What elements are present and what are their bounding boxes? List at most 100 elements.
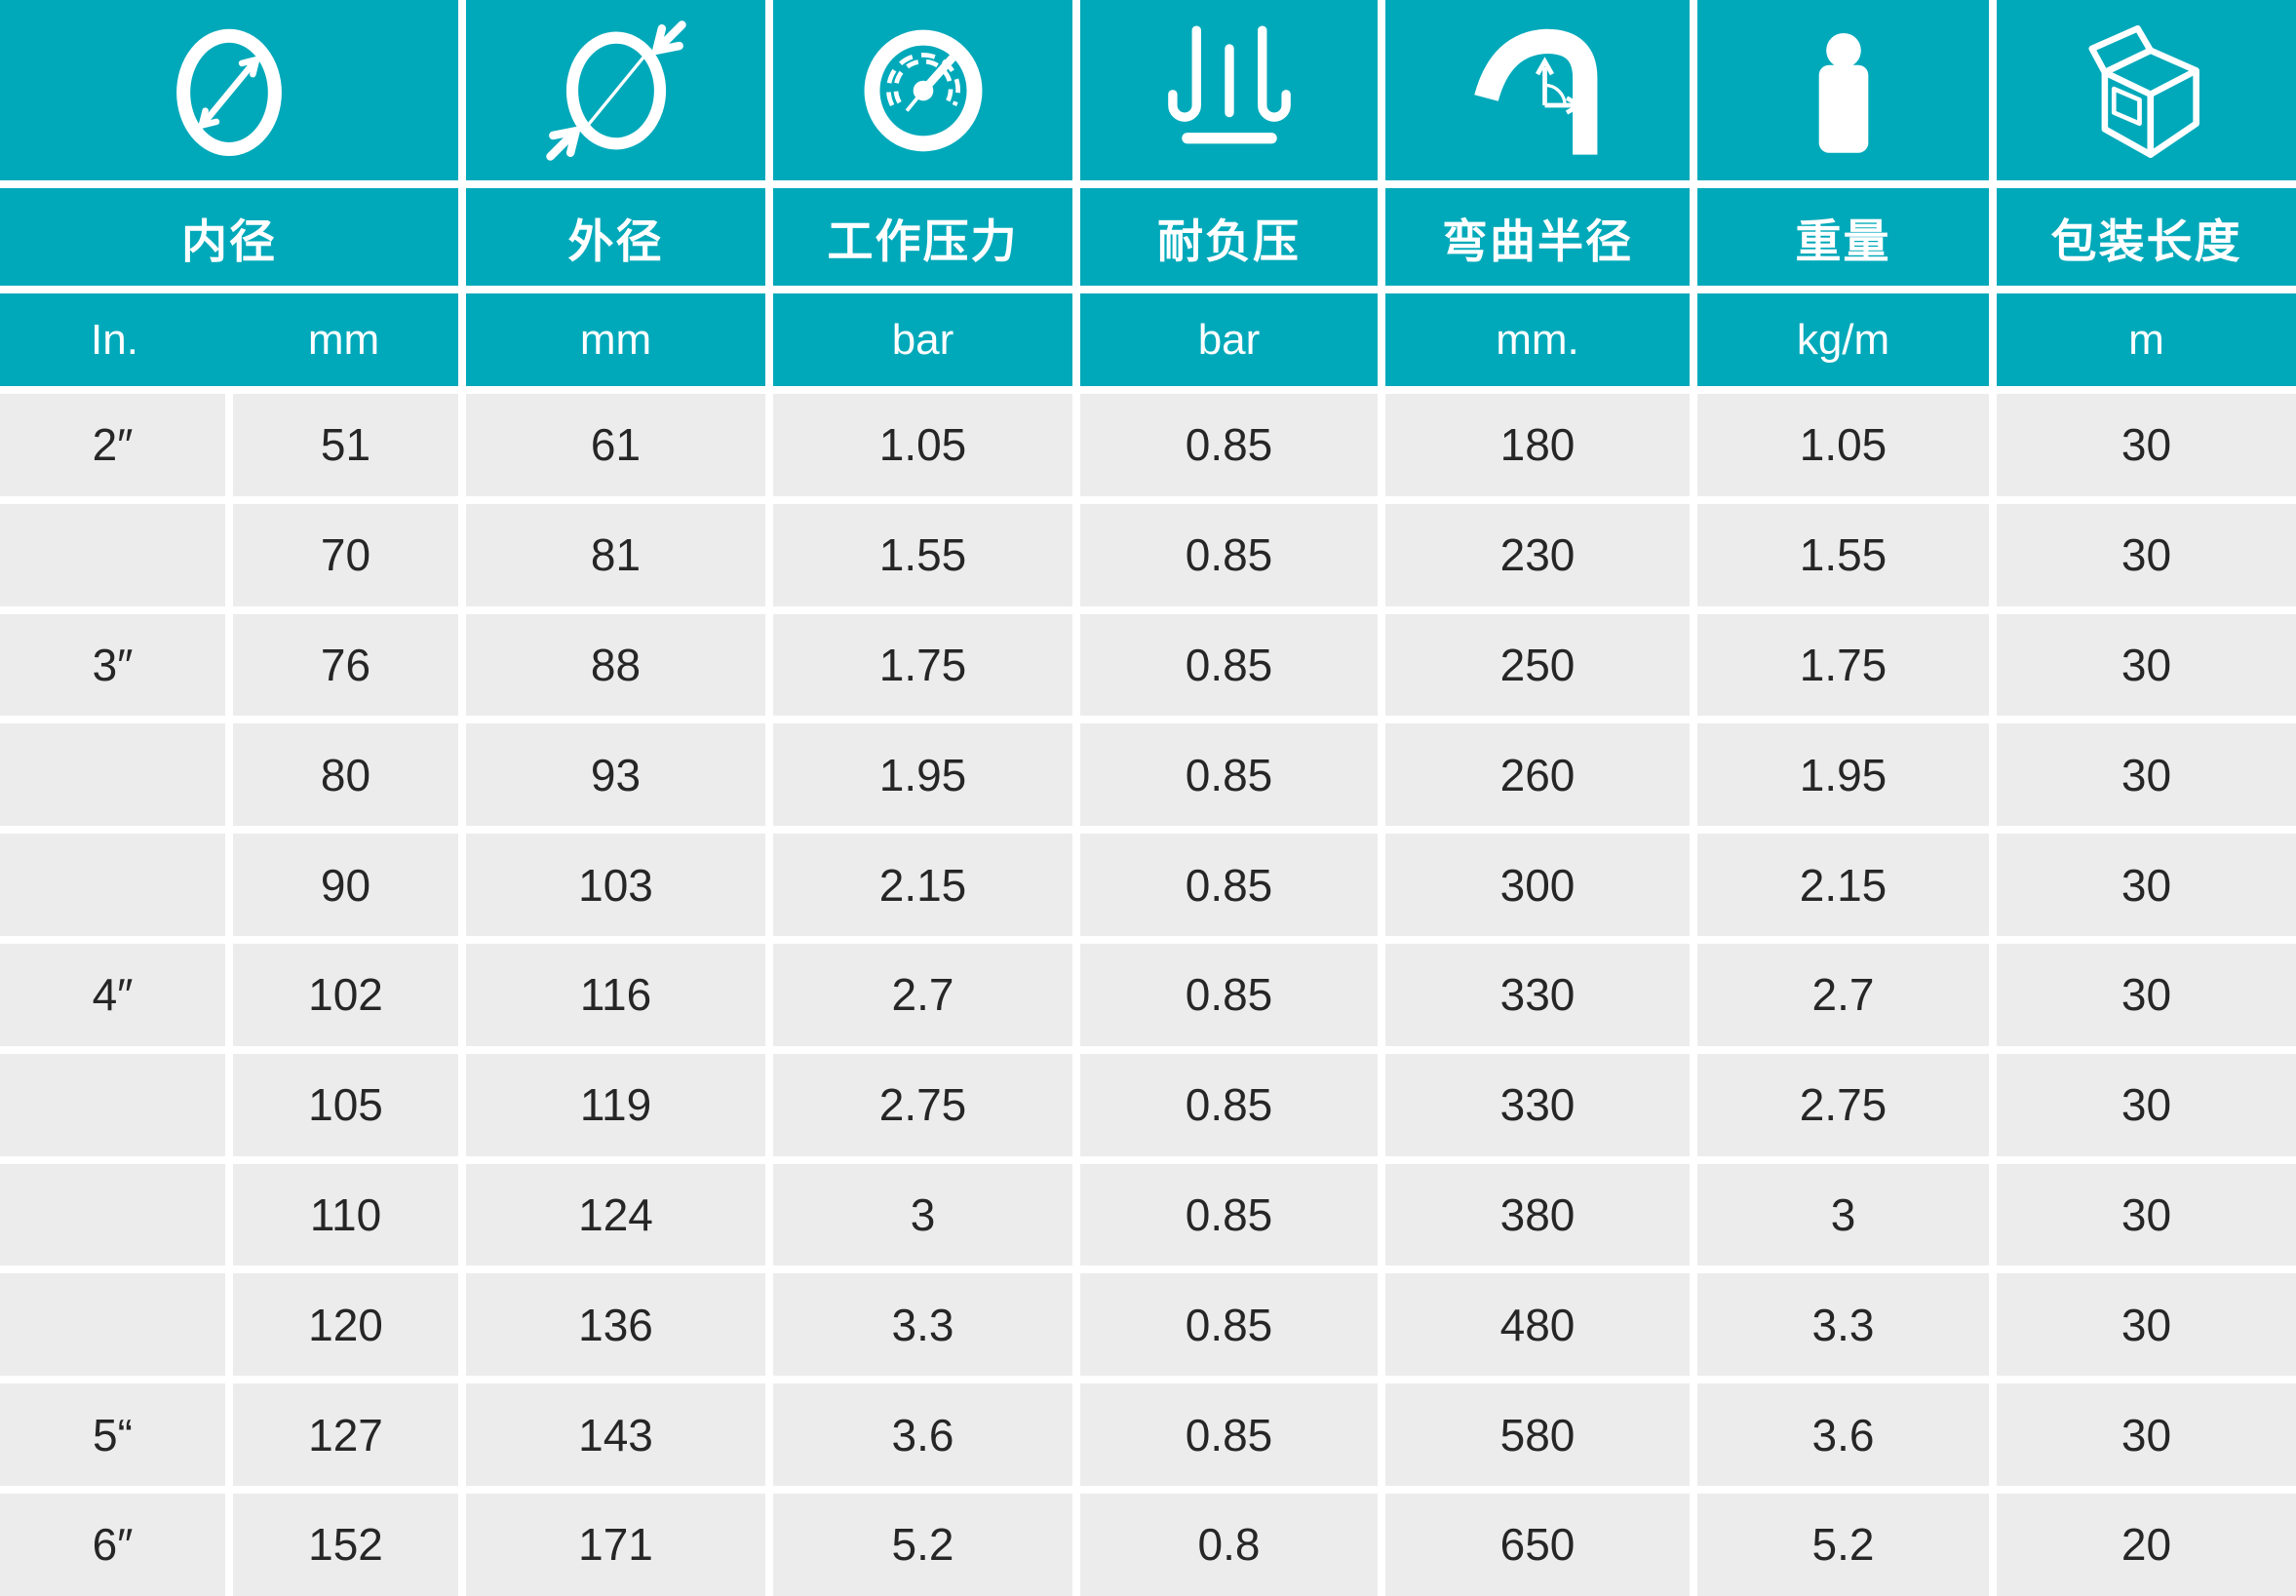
cell-inner-mm: 102 <box>233 943 458 1046</box>
bend-radius-header-cell <box>1385 0 1690 180</box>
vacuum-header-cell <box>1080 0 1378 180</box>
cell-size-in <box>0 834 225 936</box>
cell-vacuum: 0.85 <box>1080 834 1378 936</box>
cell-bend-radius: 580 <box>1385 1383 1690 1486</box>
cell-inner-mm: 51 <box>233 394 458 496</box>
cell-bend-radius: 650 <box>1385 1493 1690 1596</box>
cell-working-pressure: 3.3 <box>773 1273 1072 1377</box>
cell-inner-mm: 110 <box>233 1163 458 1266</box>
inner-diameter-header-cell <box>0 0 458 180</box>
cell-working-pressure: 2.75 <box>773 1053 1072 1156</box>
cell-bend-radius: 180 <box>1385 394 1690 496</box>
cell-outer-mm: 136 <box>466 1273 765 1377</box>
cell-outer-mm: 143 <box>466 1383 765 1486</box>
column-label-inner-diameter: 内径 <box>0 188 458 286</box>
cell-vacuum: 0.85 <box>1080 503 1378 606</box>
table-row: 3″ 76 <box>0 613 458 717</box>
column-label-bend-radius: 弯曲半径 <box>1385 188 1690 286</box>
cell-working-pressure: 2.7 <box>773 943 1072 1046</box>
cell-working-pressure: 3.6 <box>773 1383 1072 1486</box>
unit-cell-weight: kg/m <box>1697 293 1989 386</box>
cell-bend-radius: 260 <box>1385 723 1690 827</box>
packing-length-header-cell <box>1997 0 2296 180</box>
cell-bend-radius: 300 <box>1385 834 1690 936</box>
cell-outer-mm: 124 <box>466 1163 765 1266</box>
cell-outer-mm: 88 <box>466 613 765 717</box>
unit-mm: mm <box>307 315 380 364</box>
cell-working-pressure: 3 <box>773 1163 1072 1266</box>
column-label-packing-length: 包装长度 <box>1997 188 2296 286</box>
cell-packing-length: 30 <box>1997 613 2296 717</box>
cell-vacuum: 0.8 <box>1080 1493 1378 1596</box>
cell-size-in <box>0 1273 225 1377</box>
cell-size-in: 6″ <box>0 1493 225 1596</box>
cell-packing-length: 30 <box>1997 834 2296 936</box>
cell-packing-length: 30 <box>1997 1053 2296 1156</box>
cell-vacuum: 0.85 <box>1080 613 1378 717</box>
unit-cell-packing-length: m <box>1997 293 2296 386</box>
cell-inner-mm: 76 <box>233 613 458 717</box>
package-icon <box>2087 24 2199 158</box>
cell-bend-radius: 330 <box>1385 1053 1690 1156</box>
working-pressure-header-cell <box>773 0 1072 180</box>
cell-weight: 5.2 <box>1697 1493 1989 1596</box>
table-row: 105 <box>0 1053 458 1156</box>
cell-inner-mm: 152 <box>233 1493 458 1596</box>
table-row: 110 <box>0 1163 458 1266</box>
cell-size-in: 4″ <box>0 943 225 1046</box>
cell-size-in <box>0 1163 225 1266</box>
cell-weight: 1.05 <box>1697 394 1989 496</box>
column-label-outer-diameter: 外径 <box>466 188 765 286</box>
unit-cell-working-pressure: bar <box>773 293 1072 386</box>
unit-cell-vacuum: bar <box>1080 293 1378 386</box>
cell-weight: 2.7 <box>1697 943 1989 1046</box>
table-row: 5“ 127 <box>0 1383 458 1486</box>
weight-header-cell <box>1697 0 1989 180</box>
table-row: 4″ 102 <box>0 943 458 1046</box>
cell-bend-radius: 250 <box>1385 613 1690 717</box>
cell-size-in: 2″ <box>0 394 225 496</box>
cell-working-pressure: 1.05 <box>773 394 1072 496</box>
pressure-gauge-icon <box>864 29 982 151</box>
cell-weight: 1.75 <box>1697 613 1989 717</box>
cell-packing-length: 30 <box>1997 394 2296 496</box>
cell-weight: 1.95 <box>1697 723 1989 827</box>
cell-working-pressure: 5.2 <box>773 1493 1072 1596</box>
cell-outer-mm: 81 <box>466 503 765 606</box>
cell-size-in: 5“ <box>0 1383 225 1486</box>
cell-working-pressure: 2.15 <box>773 834 1072 936</box>
column-label-weight: 重量 <box>1697 188 1989 286</box>
bend-radius-icon <box>1474 28 1598 155</box>
cell-inner-mm: 127 <box>233 1383 458 1486</box>
vacuum-icon <box>1167 24 1291 143</box>
cell-vacuum: 0.85 <box>1080 723 1378 827</box>
cell-size-in <box>0 1053 225 1156</box>
cell-packing-length: 30 <box>1997 1163 2296 1266</box>
outer-diameter-icon <box>545 19 686 161</box>
cell-weight: 2.15 <box>1697 834 1989 936</box>
cell-bend-radius: 380 <box>1385 1163 1690 1266</box>
cell-inner-mm: 70 <box>233 503 458 606</box>
inner-diameter-icon <box>176 28 282 156</box>
cell-working-pressure: 1.75 <box>773 613 1072 717</box>
cell-inner-mm: 90 <box>233 834 458 936</box>
cell-vacuum: 0.85 <box>1080 943 1378 1046</box>
cell-packing-length: 30 <box>1997 1273 2296 1377</box>
cell-vacuum: 0.85 <box>1080 394 1378 496</box>
weight-icon <box>1818 32 1868 153</box>
cell-vacuum: 0.85 <box>1080 1273 1378 1377</box>
column-label-working-pressure: 工作压力 <box>773 188 1072 286</box>
cell-vacuum: 0.85 <box>1080 1163 1378 1266</box>
cell-weight: 3 <box>1697 1163 1989 1266</box>
cell-outer-mm: 93 <box>466 723 765 827</box>
cell-inner-mm: 105 <box>233 1053 458 1156</box>
unit-cell-outer-diameter: mm <box>466 293 765 386</box>
cell-outer-mm: 119 <box>466 1053 765 1156</box>
cell-vacuum: 0.85 <box>1080 1383 1378 1486</box>
table-row: 80 <box>0 723 458 827</box>
cell-weight: 2.75 <box>1697 1053 1989 1156</box>
outer-diameter-header-cell <box>466 0 765 180</box>
table-row: 90 <box>0 834 458 936</box>
cell-weight: 1.55 <box>1697 503 1989 606</box>
